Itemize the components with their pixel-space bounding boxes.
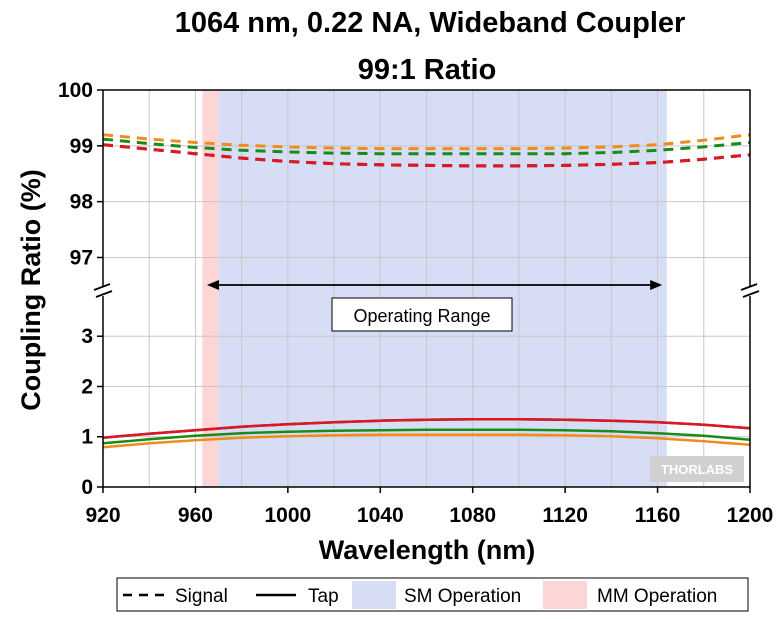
tap-series-line-1 bbox=[102, 417, 751, 439]
x-tick-label: 1040 bbox=[357, 504, 404, 527]
arrow-head-left bbox=[206, 280, 219, 290]
arrow-head-right bbox=[650, 280, 663, 290]
y-tick-label-upper: 99 bbox=[70, 135, 93, 158]
legend-signal-label: Signal bbox=[175, 586, 228, 607]
watermark-bg bbox=[650, 456, 744, 482]
tap-series-line-2 bbox=[102, 428, 751, 445]
axis-break-mark bbox=[93, 283, 111, 291]
axis-break-mark bbox=[740, 283, 758, 291]
legend: Signal Tap SM Operation MM Operation bbox=[116, 577, 749, 612]
signal-series-line-2 bbox=[102, 137, 751, 156]
plot-area: 920 960 1000 1040 1080 1120 1160 12009798991000… bbox=[58, 79, 773, 527]
thorlabs-watermark: THORLABS bbox=[661, 462, 734, 477]
signal-series-line-1 bbox=[102, 143, 751, 168]
y-tick-label-lower: 0 bbox=[81, 476, 93, 499]
axis-break-mark bbox=[95, 290, 113, 298]
axis-break-gap-1 bbox=[741, 286, 759, 296]
y-tick-label-upper: 100 bbox=[58, 79, 93, 102]
axis-break-gap-0 bbox=[94, 286, 112, 296]
legend-sm-swatch bbox=[352, 581, 396, 609]
y-tick-label-upper: 97 bbox=[70, 247, 93, 270]
signal-series-line-3 bbox=[102, 133, 751, 151]
x-tick-label: 960 bbox=[178, 504, 213, 527]
tap-series-line-3 bbox=[102, 433, 751, 449]
legend-sm-label: SM Operation bbox=[404, 586, 521, 607]
operating-range-label: Operating Range bbox=[353, 306, 490, 326]
x-tick-label: 920 bbox=[85, 504, 120, 527]
y-tick-label-lower: 2 bbox=[81, 375, 93, 398]
mm-operation-band bbox=[202, 90, 219, 487]
axis-break-mark bbox=[742, 290, 760, 298]
chart-title-line1: 1064 nm, 0.22 NA, Wideband Coupler bbox=[175, 7, 686, 39]
y-tick-label-lower: 3 bbox=[81, 325, 93, 348]
x-tick-label: 1000 bbox=[264, 504, 311, 527]
legend-tap-label: Tap bbox=[308, 586, 339, 607]
legend-box bbox=[116, 577, 749, 612]
chart-title-line2: 99:1 Ratio bbox=[358, 54, 497, 86]
x-tick-label: 1200 bbox=[727, 504, 774, 527]
operating-range-box bbox=[331, 297, 513, 332]
y-axis-title: Coupling Ratio (%) bbox=[16, 169, 46, 410]
legend-mm-swatch bbox=[543, 581, 587, 609]
x-tick-label: 1160 bbox=[635, 504, 681, 527]
y-tick-label-lower: 1 bbox=[81, 426, 93, 449]
x-tick-label: 1120 bbox=[542, 504, 588, 527]
legend-mm-label: MM Operation bbox=[597, 586, 717, 607]
y-tick-label-upper: 98 bbox=[70, 191, 94, 214]
x-axis-title: Wavelength (nm) bbox=[319, 535, 536, 565]
x-tick-label: 1080 bbox=[449, 504, 496, 527]
